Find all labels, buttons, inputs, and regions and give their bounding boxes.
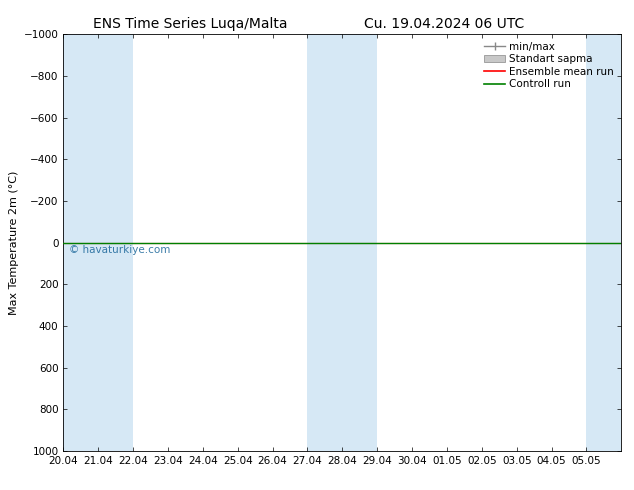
Bar xyxy=(307,34,377,451)
Legend: min/max, Standart sapma, Ensemble mean run, Controll run: min/max, Standart sapma, Ensemble mean r… xyxy=(482,40,616,92)
Y-axis label: Max Temperature 2m (°C): Max Temperature 2m (°C) xyxy=(10,171,20,315)
Bar xyxy=(586,34,621,451)
Text: Cu. 19.04.2024 06 UTC: Cu. 19.04.2024 06 UTC xyxy=(364,17,524,31)
Bar xyxy=(63,34,133,451)
Text: © havaturkiye.com: © havaturkiye.com xyxy=(69,245,171,255)
Text: ENS Time Series Luqa/Malta: ENS Time Series Luqa/Malta xyxy=(93,17,287,31)
